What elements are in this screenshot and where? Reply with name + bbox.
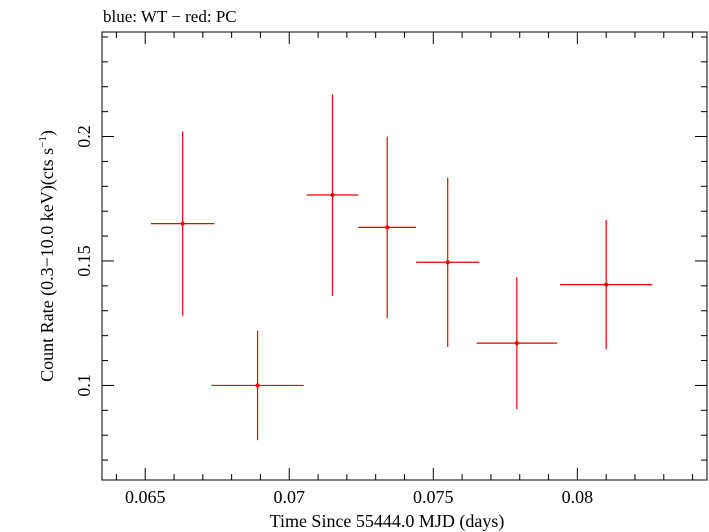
x-axis-ticks: 0.065 0.07 0.075 0.08 xyxy=(115,32,694,507)
y-axis-label-close: ) xyxy=(37,130,58,136)
y-axis-label: Count Rate (0.3−10.0 keV)(cts s−1) xyxy=(37,130,58,382)
data-marker xyxy=(445,260,450,265)
x-axis-label: Time Since 55444.0 MJD (days) xyxy=(270,511,505,532)
y-tick-label: 0.1 xyxy=(74,374,94,397)
data-point xyxy=(416,177,480,347)
data-point xyxy=(358,136,417,319)
data-point xyxy=(211,330,304,441)
data-point xyxy=(560,219,653,350)
y-axis-label-main: Count Rate (0.3−10.0 keV)(cts s xyxy=(37,148,58,382)
x-tick-label: 0.065 xyxy=(125,487,166,507)
x-tick-label: 0.07 xyxy=(274,487,306,507)
data-marker xyxy=(330,193,335,198)
y-tick-label: 0.15 xyxy=(74,245,94,277)
y-axis-label-exponent: −1 xyxy=(37,136,49,148)
x-tick-label: 0.08 xyxy=(562,487,594,507)
x-tick-label: 0.075 xyxy=(413,487,454,507)
plot-frame xyxy=(101,31,708,481)
data-point xyxy=(150,131,215,316)
y-tick-label: 0.2 xyxy=(74,125,94,148)
y-axis-ticks: 0.1 0.15 0.2 xyxy=(74,36,707,461)
data-marker xyxy=(385,225,390,230)
data-marker xyxy=(180,221,185,226)
data-point xyxy=(306,94,359,296)
data-marker xyxy=(604,282,609,287)
data-series-pc xyxy=(150,94,653,441)
data-marker xyxy=(255,383,260,388)
data-point xyxy=(476,277,558,410)
data-marker xyxy=(514,341,519,346)
chart-title: blue: WT − red: PC xyxy=(103,7,237,26)
